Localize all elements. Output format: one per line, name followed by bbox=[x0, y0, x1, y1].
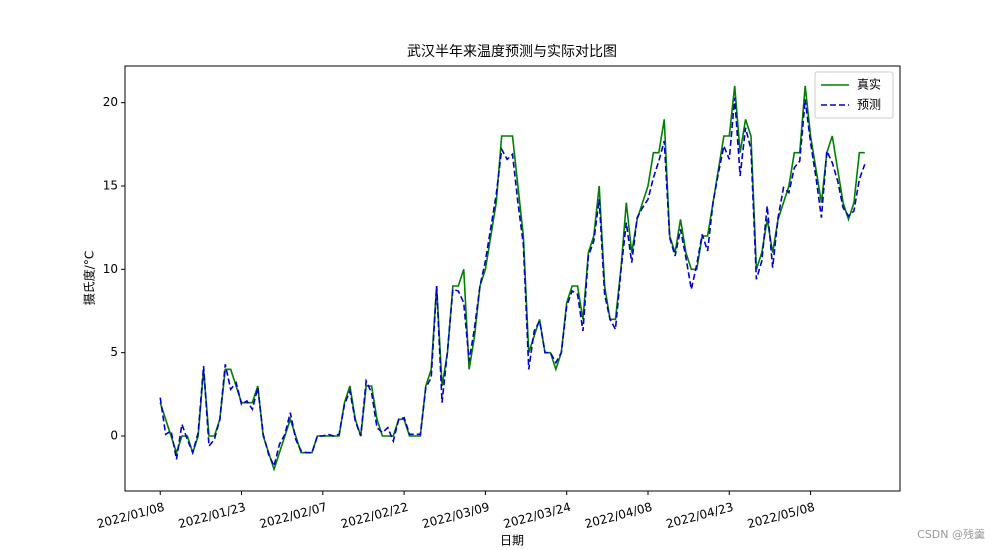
y-axis-label: 摄氏度/°C bbox=[82, 251, 97, 305]
x-tick-label: 2022/04/23 bbox=[665, 500, 735, 531]
x-tick-label: 2022/05/08 bbox=[746, 500, 816, 531]
legend-label: 预测 bbox=[857, 98, 881, 112]
x-tick-label: 2022/02/07 bbox=[258, 500, 328, 531]
x-tick-label: 2022/01/08 bbox=[95, 500, 165, 531]
plot-frame bbox=[124, 65, 901, 492]
y-tick-label: 20 bbox=[103, 95, 118, 109]
x-axis-label: 日期 bbox=[500, 534, 524, 548]
legend-box bbox=[814, 71, 894, 119]
series-line bbox=[159, 85, 865, 472]
x-tick-label: 2022/01/23 bbox=[177, 500, 247, 531]
chart-title: 武汉半年来温度预测与实际对比图 bbox=[407, 44, 617, 60]
y-tick-label: 0 bbox=[110, 429, 118, 443]
x-tick-label: 2022/03/09 bbox=[421, 500, 491, 531]
series-line bbox=[159, 97, 866, 469]
y-tick-label: 5 bbox=[110, 345, 118, 359]
watermark: CSDN @残羹 bbox=[917, 527, 985, 541]
x-tick-label: 2022/04/08 bbox=[583, 500, 653, 531]
y-tick-label: 15 bbox=[103, 179, 118, 193]
y-tick-label: 10 bbox=[103, 262, 118, 276]
legend-label: 真实 bbox=[857, 77, 881, 92]
x-tick-label: 2022/03/24 bbox=[502, 500, 572, 531]
x-tick-label: 2022/02/22 bbox=[339, 500, 409, 531]
